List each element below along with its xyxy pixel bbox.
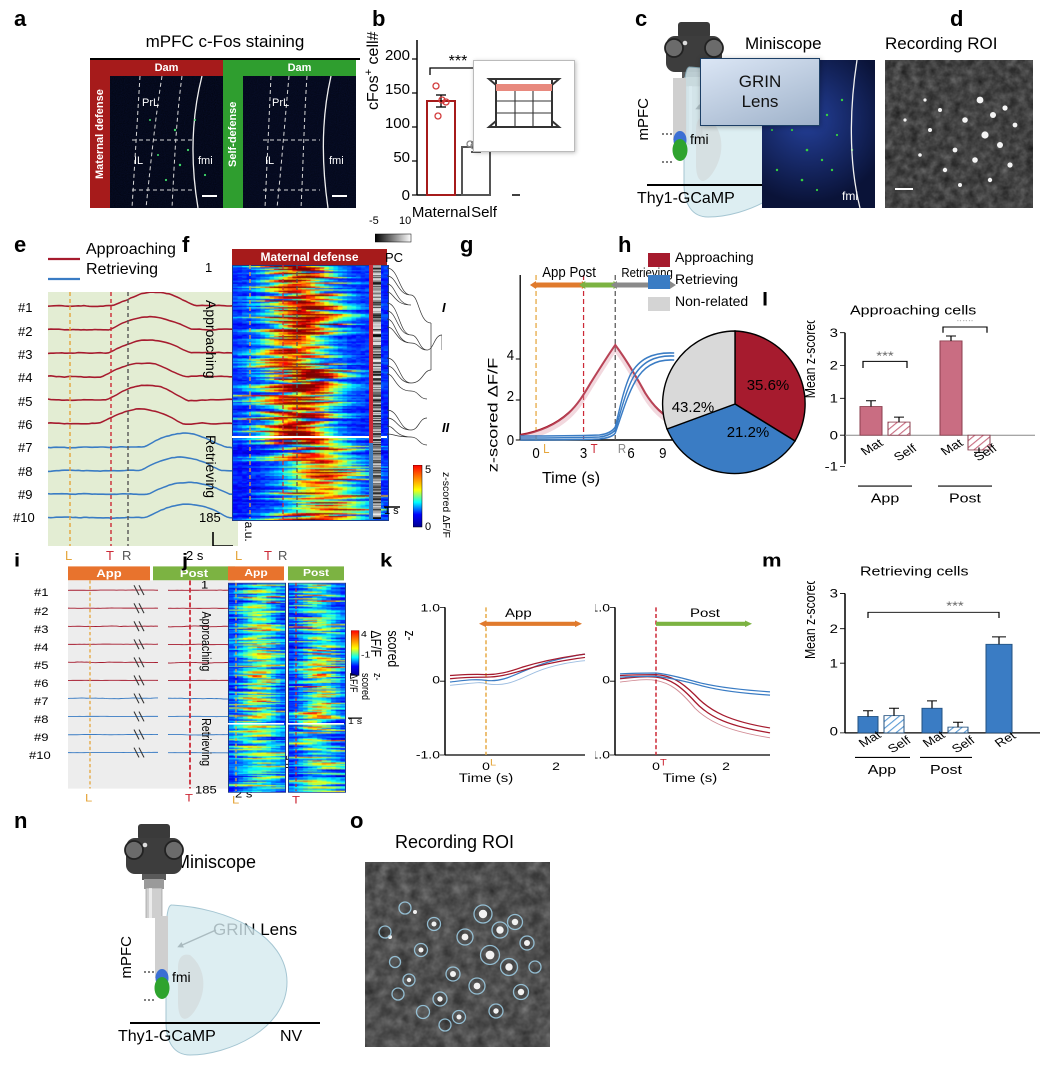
svg-text:Post: Post — [930, 763, 962, 777]
svg-text:1: 1 — [830, 392, 838, 405]
svg-text:0: 0 — [602, 673, 610, 686]
svg-text:0: 0 — [507, 431, 514, 448]
svg-text:Time (s): Time (s) — [459, 771, 513, 784]
svg-text:-1.0: -1.0 — [595, 748, 610, 761]
svg-text:***: *** — [449, 53, 468, 70]
svg-text:0: 0 — [432, 673, 440, 686]
svg-text:Time (s): Time (s) — [542, 470, 600, 487]
svg-text:2: 2 — [830, 622, 838, 635]
svg-text:Self: Self — [948, 733, 978, 756]
svg-text:1.0: 1.0 — [421, 601, 440, 614]
svg-text:T: T — [660, 758, 667, 768]
svg-text:Time (s): Time (s) — [663, 771, 717, 784]
svg-text:z-scored ΔF/F: z-scored ΔF/F — [485, 358, 501, 473]
svg-text:6: 6 — [627, 444, 634, 461]
svg-text:Self: Self — [884, 733, 914, 756]
svg-text:Mean z-scored ΔF/F: Mean z-scored ΔF/F — [802, 581, 818, 659]
svg-text:L: L — [490, 758, 497, 768]
svg-text:Post: Post — [690, 606, 720, 619]
svg-text:4: 4 — [507, 346, 514, 363]
svg-text:200: 200 — [385, 47, 410, 64]
svg-text:2: 2 — [830, 359, 838, 372]
svg-text:2: 2 — [552, 759, 560, 772]
svg-text:5: 5 — [425, 465, 431, 476]
svg-text:Self: Self — [890, 441, 920, 464]
svg-text:App: App — [505, 606, 532, 619]
svg-text:2: 2 — [722, 759, 730, 772]
svg-text:Mat: Mat — [857, 436, 886, 458]
svg-text:21.2%: 21.2% — [727, 424, 770, 441]
svg-text:R: R — [618, 441, 626, 456]
svg-text:Mat: Mat — [937, 436, 966, 458]
svg-text:***: *** — [956, 320, 974, 328]
svg-text:1.0: 1.0 — [595, 601, 610, 614]
svg-text:43.2%: 43.2% — [672, 399, 715, 416]
svg-text:3: 3 — [830, 326, 839, 339]
svg-text:1: 1 — [830, 656, 838, 669]
svg-text:0: 0 — [532, 444, 539, 461]
svg-text:-1.0: -1.0 — [416, 748, 440, 761]
svg-text:App: App — [868, 763, 896, 777]
svg-text:Post: Post — [949, 492, 981, 506]
svg-text:***: *** — [876, 349, 894, 362]
svg-text:T: T — [591, 441, 598, 456]
svg-text:150: 150 — [385, 81, 410, 98]
svg-text:fmi: fmi — [172, 969, 191, 985]
svg-text:0: 0 — [652, 759, 660, 772]
svg-text:Mean z-scored ΔF/F: Mean z-scored ΔF/F — [802, 320, 818, 398]
svg-text:35.6%: 35.6% — [747, 377, 790, 394]
svg-text:-1: -1 — [825, 460, 838, 473]
svg-text:0: 0 — [830, 725, 839, 738]
svg-text:App: App — [871, 492, 899, 506]
svg-text:3: 3 — [580, 444, 587, 461]
svg-text:L: L — [543, 441, 550, 456]
svg-text:0: 0 — [425, 521, 431, 533]
svg-text:***: *** — [946, 599, 964, 612]
svg-text:2: 2 — [507, 387, 514, 404]
svg-text:0: 0 — [830, 429, 839, 442]
svg-text:3: 3 — [830, 587, 839, 600]
